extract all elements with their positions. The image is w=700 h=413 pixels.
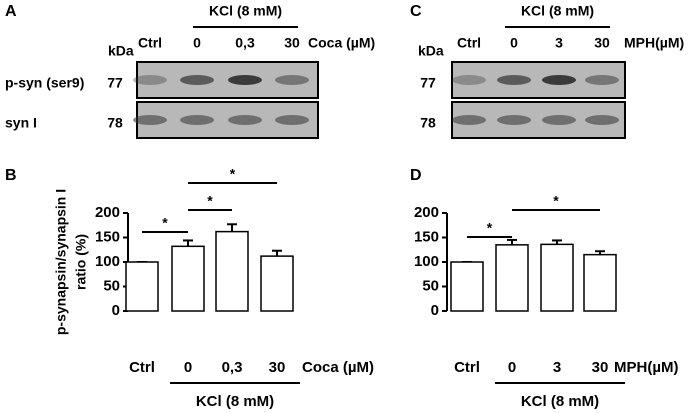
y-tick-label: 200 — [95, 204, 120, 221]
panel-letter: B — [5, 167, 17, 184]
kda-value: 77 — [420, 75, 436, 91]
blot-band — [585, 75, 619, 85]
significance-star: * — [207, 193, 213, 209]
kda-value: 78 — [107, 115, 123, 131]
kda-value: 78 — [420, 115, 436, 131]
lane-label: Ctrl — [457, 35, 481, 51]
y-axis-label: ratio (%) — [73, 234, 89, 290]
bar — [260, 255, 294, 312]
blot-band — [542, 115, 576, 125]
group-label: KCl (8 mM) — [209, 3, 282, 19]
kda-value: 77 — [107, 75, 123, 91]
x-tick-label: 30 — [269, 359, 286, 376]
lane-label: 30 — [594, 35, 610, 51]
y-tick-label: 50 — [103, 277, 120, 294]
unit-label: Coca (µM) — [308, 35, 375, 51]
y-tick-label: 150 — [414, 228, 439, 245]
y-tick-label: 100 — [414, 253, 439, 270]
x-tick-label: 30 — [592, 359, 609, 376]
lane-label: 3 — [555, 35, 563, 51]
x-tick-label: 0,3 — [222, 359, 243, 376]
bar — [495, 244, 529, 312]
blot-band — [180, 75, 214, 85]
panel-letter: D — [410, 167, 422, 184]
lane-label: 0 — [193, 35, 201, 51]
lane-label: Ctrl — [138, 35, 162, 51]
group-label: KCl (8 mM) — [521, 393, 599, 410]
group-label: KCl (8 mM) — [521, 3, 594, 19]
x-tick-label: Ctrl — [454, 359, 480, 376]
y-tick-label: 200 — [414, 204, 439, 221]
x-unit-label: MPH(µM) — [614, 359, 678, 376]
blot-band — [133, 115, 167, 125]
group-label: KCl (8 mM) — [196, 393, 274, 410]
bar — [450, 261, 484, 312]
blot-band — [275, 75, 309, 85]
kda-label: kDa — [418, 43, 444, 59]
significance-star: * — [230, 166, 236, 182]
x-tick-label: 3 — [553, 359, 561, 376]
bar — [215, 230, 249, 312]
panel-letter: C — [410, 3, 422, 20]
y-axis-label: p-synapsin/synapsin I — [53, 189, 69, 335]
lane-label: 0 — [510, 35, 518, 51]
bar — [125, 261, 159, 312]
blot-band — [228, 115, 262, 125]
lane-label: 30 — [284, 35, 300, 51]
y-tick-label: 100 — [95, 253, 120, 270]
panel-letter: A — [5, 3, 17, 20]
x-unit-label: Coca (µM) — [302, 359, 374, 376]
significance-star: * — [553, 193, 559, 209]
x-tick-label: 0 — [508, 359, 516, 376]
y-tick-label: 150 — [95, 228, 120, 245]
lane-label: 0,3 — [235, 35, 255, 51]
y-tick-label: 0 — [112, 302, 120, 319]
blot-band — [180, 115, 214, 125]
bar — [171, 245, 205, 312]
significance-star: * — [487, 220, 493, 236]
blot-band — [542, 75, 576, 85]
bar — [583, 253, 617, 312]
blot-band — [585, 115, 619, 125]
blot-band — [133, 75, 167, 85]
blot-band — [497, 115, 531, 125]
bar — [540, 243, 574, 312]
unit-label: MPH(µM) — [624, 35, 684, 51]
blot-band — [497, 75, 531, 85]
y-tick-label: 50 — [422, 277, 439, 294]
blot-band — [275, 115, 309, 125]
row-label: syn I — [5, 115, 37, 131]
kda-label: kDa — [108, 43, 134, 59]
y-tick-label: 0 — [431, 302, 439, 319]
blot-band — [452, 115, 486, 125]
x-tick-label: 0 — [184, 359, 192, 376]
blot-band — [228, 75, 262, 85]
significance-star: * — [162, 215, 168, 231]
row-label: p-syn (ser9) — [5, 75, 84, 91]
x-tick-label: Ctrl — [129, 359, 155, 376]
blot-band — [452, 75, 486, 85]
